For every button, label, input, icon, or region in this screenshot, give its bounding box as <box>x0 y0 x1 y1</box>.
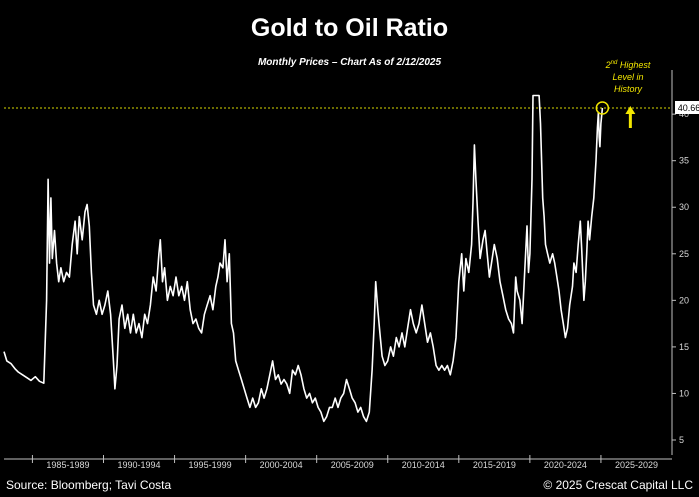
annotation-line-2: Level in <box>612 72 644 82</box>
y-tick-label: 40 <box>679 109 689 119</box>
arrow-up-icon <box>625 106 636 114</box>
annotation-text: 2nd Highest Level in History <box>598 57 658 95</box>
chart-subtitle: Monthly Prices – Chart As of 2/12/2025 <box>257 57 442 68</box>
reference-value-label: 40.66 <box>678 103 699 113</box>
x-tick-label: 1995-1999 <box>189 460 232 470</box>
x-tick-label: 2005-2009 <box>331 460 374 470</box>
annotation-word: Highest <box>617 60 651 70</box>
y-tick-label: 25 <box>679 249 689 259</box>
x-tick-label: 2025-2029 <box>615 460 658 470</box>
series-line <box>3 94 604 423</box>
chart-title: Gold to Oil Ratio <box>250 14 449 42</box>
annotation-ordinal: nd <box>610 60 618 66</box>
reference-value-box <box>675 101 699 114</box>
y-tick-label: 15 <box>679 342 689 352</box>
y-tick-label: 30 <box>679 202 689 212</box>
y-tick-label: 35 <box>679 156 689 166</box>
y-tick-label: 10 <box>679 388 689 398</box>
annotation-line-3: History <box>613 84 642 94</box>
copyright-note: © 2025 Crescat Capital LLC <box>543 478 693 492</box>
x-tick-label: 2020-2024 <box>544 460 587 470</box>
x-tick-label: 1990-1994 <box>117 460 160 470</box>
y-tick-label: 5 <box>679 435 684 445</box>
x-tick-label: 1985-1989 <box>46 460 89 470</box>
x-tick-label: 2015-2019 <box>473 460 516 470</box>
y-tick-label: 20 <box>679 295 689 305</box>
x-tick-label: 2010-2014 <box>402 460 445 470</box>
x-tick-label: 2000-2004 <box>260 460 303 470</box>
source-note: Source: Bloomberg; Tavi Costa <box>6 478 172 492</box>
annotation-number: 2 <box>605 60 611 70</box>
highlight-circle <box>595 101 610 115</box>
